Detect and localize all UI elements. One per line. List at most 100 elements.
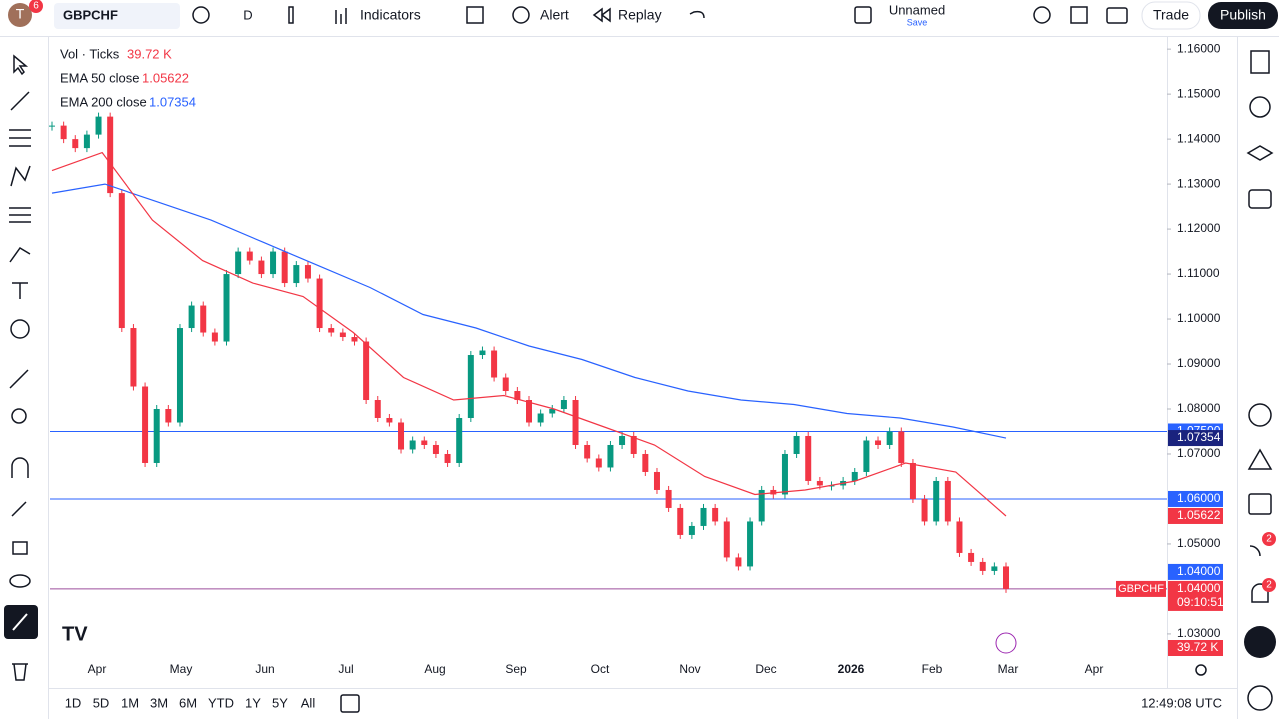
notifications-icon[interactable] [1251, 583, 1269, 603]
replay-button[interactable]: Replay [618, 7, 662, 23]
candle-body [875, 440, 882, 445]
ruler-tool[interactable] [9, 369, 29, 389]
level-label-text: 1.06000 [1177, 491, 1221, 505]
goto-date-icon[interactable] [340, 694, 360, 713]
symbol: GBPCHF [63, 7, 118, 22]
candle-body [688, 525, 695, 535]
x-tick-label: Sep [505, 662, 527, 676]
pattern-tool[interactable] [10, 165, 31, 187]
symbol-search[interactable] [54, 3, 180, 29]
replay-icon[interactable] [592, 7, 611, 23]
candle-body [386, 417, 393, 423]
alert-button[interactable]: Alert [540, 7, 569, 23]
candle-body [712, 507, 719, 522]
ema200-label-text: 1.07354 [1177, 430, 1221, 444]
ema50-label-text: 1.05622 [1177, 508, 1221, 522]
candle-body [607, 444, 614, 468]
zoom-tool[interactable] [11, 408, 27, 424]
brush-tool[interactable] [9, 247, 31, 263]
ema50-line [51, 151, 1007, 517]
y-tick-label: 1.10000 [1177, 311, 1221, 325]
indicators-icon[interactable] [335, 8, 347, 24]
hide-tool[interactable] [9, 574, 31, 588]
candle-body [270, 251, 277, 275]
cursor-tool[interactable] [13, 54, 29, 76]
publish-button[interactable] [1208, 2, 1278, 29]
candle-body [456, 417, 463, 463]
range-button[interactable]: 5D [93, 695, 110, 710]
y-tick-label: 1.12000 [1177, 221, 1221, 235]
range-button[interactable]: 3M [150, 695, 168, 710]
candle-body [409, 440, 416, 450]
candle-body [781, 453, 788, 495]
templates-icon[interactable] [466, 6, 484, 24]
emoji-tool[interactable] [10, 319, 30, 339]
range-button[interactable]: 5Y [272, 695, 288, 710]
candle-body [595, 458, 602, 468]
compare-icon[interactable] [192, 6, 210, 24]
y-tick-label: 1.11000 [1177, 266, 1220, 280]
help-icon[interactable] [1247, 685, 1273, 711]
x-tick-label: Dec [755, 662, 776, 676]
streams-icon[interactable] [1249, 545, 1261, 557]
calendar-icon[interactable] [1248, 493, 1272, 515]
candle-body [339, 332, 346, 338]
candle-body [142, 386, 149, 463]
alerts-icon[interactable] [1249, 96, 1271, 118]
trendline-tool[interactable] [10, 91, 30, 111]
watchlist-icon[interactable] [1250, 50, 1270, 74]
legend-ema50: EMA 50 close [60, 70, 140, 85]
candle-body [991, 566, 998, 571]
draw-mode-tool[interactable] [11, 501, 27, 517]
fullscreen-icon[interactable] [1070, 6, 1088, 24]
hotlist-icon[interactable] [1248, 403, 1272, 427]
fib-tool[interactable] [9, 129, 31, 147]
apps-button[interactable] [1244, 626, 1276, 658]
range-button[interactable]: 1M [121, 695, 139, 710]
range-button[interactable]: 1D [65, 695, 82, 710]
ideas-icon[interactable] [1247, 448, 1273, 470]
y-tick-label: 1.05000 [1177, 536, 1221, 550]
candle-body [584, 444, 591, 459]
candle-body [223, 274, 230, 342]
avatar[interactable] [8, 3, 32, 27]
chart-type-icon[interactable] [288, 6, 294, 24]
range-button[interactable]: YTD [208, 695, 234, 710]
candle-body [328, 328, 335, 333]
magnet-tool[interactable] [11, 457, 29, 478]
layout-name[interactable]: Unnamed [889, 2, 945, 17]
candle-body [933, 480, 940, 522]
range-button[interactable]: 1Y [245, 695, 261, 710]
settings-icon[interactable] [1033, 6, 1051, 24]
candle-body [549, 409, 556, 414]
snapshot-icon[interactable] [1106, 7, 1128, 24]
lock-tool[interactable] [12, 541, 28, 555]
interval[interactable]: D [243, 7, 252, 22]
trade-button[interactable] [1141, 1, 1201, 30]
projection-tool[interactable] [9, 207, 31, 223]
indicators-button[interactable]: Indicators [360, 7, 421, 23]
undo-icon[interactable] [689, 10, 705, 19]
candle-body [723, 521, 730, 558]
chat-icon[interactable] [1248, 189, 1272, 209]
layers-icon[interactable] [1246, 145, 1274, 161]
trash-tool[interactable] [12, 663, 28, 681]
candle-body [526, 400, 532, 423]
alert-icon[interactable] [512, 6, 530, 24]
events-icon[interactable] [995, 632, 1017, 654]
legend-volume-value: 39.72 K [127, 46, 172, 61]
candle-body [828, 485, 835, 487]
save-label[interactable]: Save [907, 17, 928, 27]
candle-body [898, 431, 905, 463]
axis-settings[interactable] [1195, 664, 1207, 676]
layout-icon[interactable] [854, 6, 872, 24]
candle-body [1003, 566, 1009, 589]
candle-body [83, 134, 90, 149]
ema200-line [51, 183, 1007, 439]
publish-label: Publish [1220, 7, 1266, 23]
range-button[interactable]: 6M [179, 695, 197, 710]
text-tool[interactable] [12, 282, 28, 299]
candle-body [979, 561, 986, 571]
range-button[interactable]: All [301, 695, 316, 710]
candle-body [165, 409, 172, 423]
